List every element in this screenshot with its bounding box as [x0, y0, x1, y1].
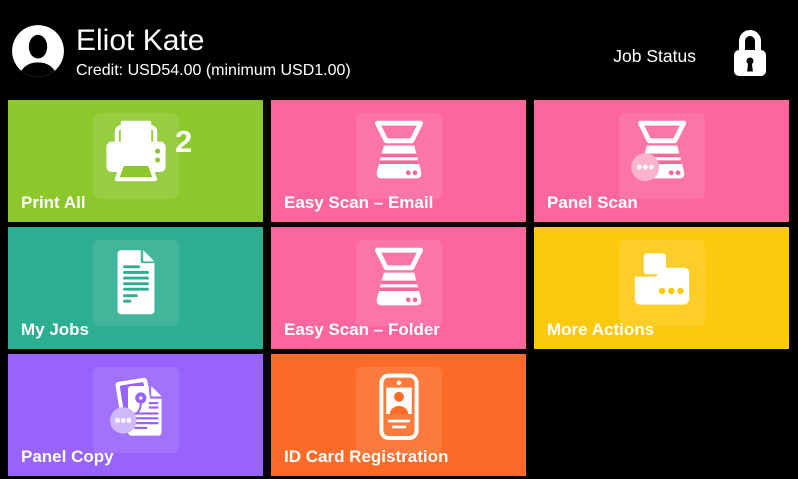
- tile-label: More Actions: [547, 320, 655, 339]
- tile-icon-backdrop: [618, 113, 705, 199]
- tile-more-actions[interactable]: More Actions: [534, 227, 789, 349]
- tile-label: ID Card Registration: [284, 447, 449, 466]
- tile-easy-scan-folder[interactable]: Easy Scan – Folder: [271, 227, 526, 349]
- tile-icon-backdrop: [355, 113, 442, 199]
- tile-label: Panel Copy: [21, 447, 114, 466]
- tile-icon-backdrop: [618, 240, 705, 326]
- tile-label: Print All: [21, 193, 86, 212]
- tile-icon-backdrop: [92, 240, 179, 326]
- user-info: Eliot Kate Credit: USD54.00 (minimum USD…: [76, 24, 351, 80]
- copy-ellipsis-icon: [109, 377, 162, 436]
- tile-panel-copy[interactable]: Panel Copy: [8, 354, 263, 476]
- action-tile-grid: 2 Print All Easy Scan – Email: [8, 100, 789, 476]
- tile-panel-scan[interactable]: Panel Scan: [534, 100, 789, 222]
- tile-icon-backdrop: [92, 367, 179, 453]
- tile-icon-backdrop: [355, 367, 442, 453]
- tile-label: Easy Scan – Email: [284, 193, 434, 212]
- header: Eliot Kate Credit: USD54.00 (minimum USD…: [0, 0, 798, 100]
- printer-icon: [105, 120, 166, 182]
- tile-id-card-registration[interactable]: ID Card Registration: [271, 354, 526, 476]
- scanner-icon: [374, 120, 423, 179]
- lock-icon[interactable]: [732, 28, 768, 76]
- tile-label: My Jobs: [21, 320, 90, 339]
- scanner-ellipsis-icon: [630, 120, 686, 182]
- tile-icon-backdrop: [92, 113, 179, 199]
- job-count-badge: 2: [175, 124, 193, 159]
- scanner-icon: [374, 247, 423, 306]
- document-icon: [117, 250, 154, 315]
- tile-easy-scan-email[interactable]: Easy Scan – Email: [271, 100, 526, 222]
- user-avatar-icon: [11, 24, 65, 78]
- folder-ellipsis-icon: [634, 253, 689, 305]
- credit-balance: Credit: USD54.00 (minimum USD1.00): [76, 61, 351, 79]
- tile-label: Easy Scan – Folder: [284, 320, 440, 339]
- id-card-icon: [378, 373, 419, 440]
- tile-print-all[interactable]: 2 Print All: [8, 100, 263, 222]
- job-status-button[interactable]: Job Status: [613, 46, 696, 66]
- tile-icon-backdrop: [355, 240, 442, 326]
- user-name: Eliot Kate: [76, 24, 205, 57]
- tile-label: Panel Scan: [547, 193, 638, 212]
- tile-my-jobs[interactable]: My Jobs: [8, 227, 263, 349]
